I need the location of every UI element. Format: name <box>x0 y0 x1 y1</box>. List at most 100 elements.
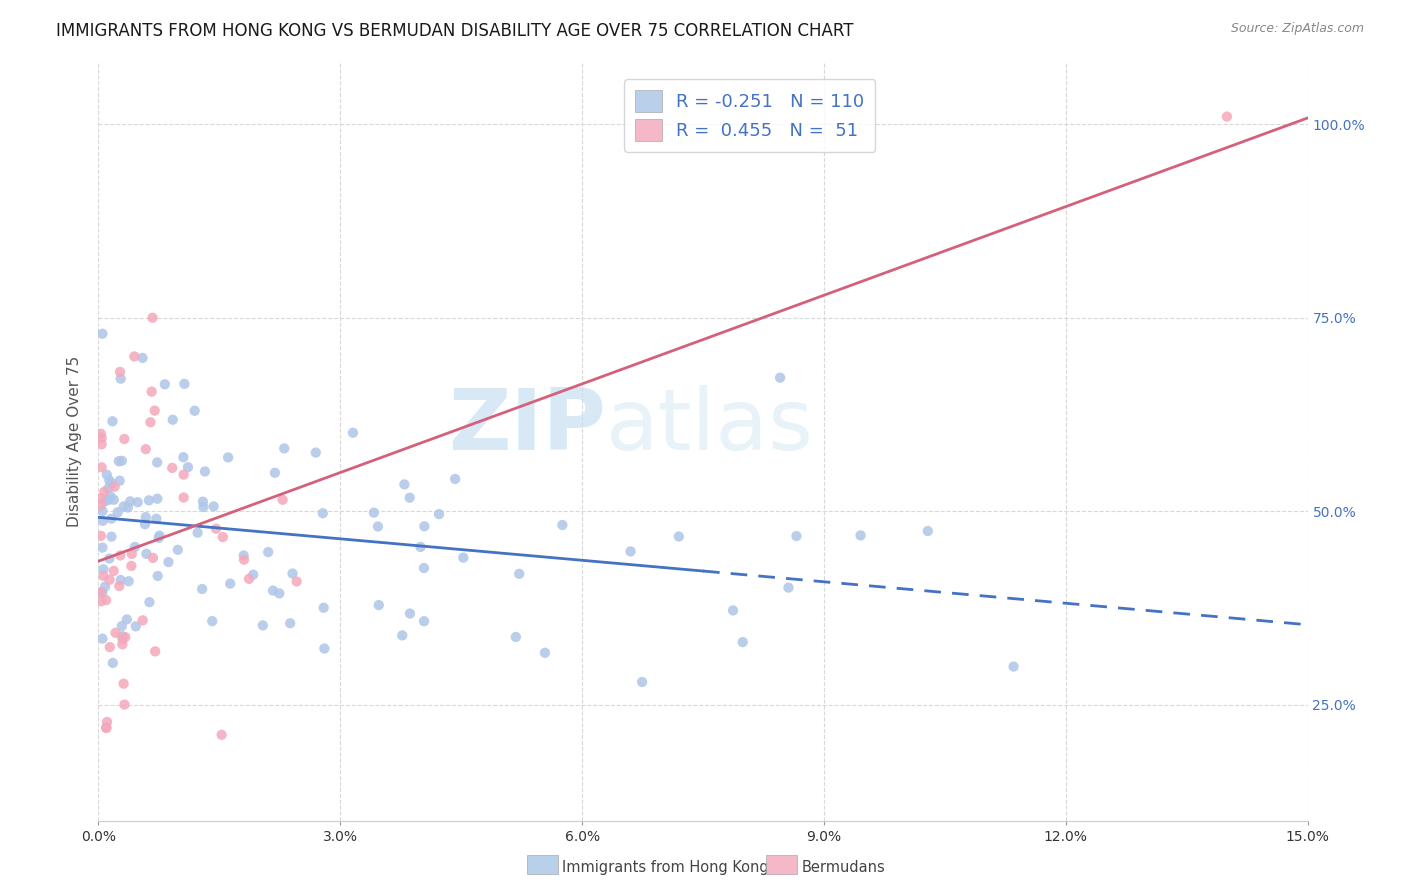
Point <box>785 529 807 543</box>
Point <box>114 698 136 712</box>
Point <box>90 585 112 599</box>
Point <box>271 492 294 507</box>
Point <box>551 518 574 533</box>
Point <box>148 528 170 542</box>
Point <box>731 635 754 649</box>
Point <box>96 467 118 482</box>
Point <box>217 450 239 465</box>
Point <box>143 403 166 417</box>
Point <box>108 579 131 593</box>
Point <box>1216 110 1239 124</box>
Point <box>187 525 209 540</box>
Point <box>146 455 169 469</box>
Point <box>100 476 122 491</box>
Point <box>112 676 135 690</box>
Point <box>93 494 115 508</box>
Point <box>93 562 115 576</box>
Text: Bermudans: Bermudans <box>801 861 886 875</box>
Point <box>194 465 217 479</box>
Point <box>367 598 389 612</box>
Point <box>100 490 122 504</box>
Point <box>191 494 214 508</box>
Point <box>264 466 287 480</box>
Point <box>314 641 336 656</box>
Point <box>103 564 125 578</box>
Point <box>211 530 233 544</box>
Text: atlas: atlas <box>606 384 814 468</box>
Point <box>142 550 165 565</box>
Point <box>242 567 264 582</box>
Point <box>103 492 125 507</box>
Point <box>138 493 160 508</box>
Point <box>93 484 115 499</box>
Point <box>769 370 792 384</box>
Point <box>131 613 153 627</box>
Point <box>134 517 156 532</box>
Point <box>91 541 114 555</box>
Point <box>98 474 121 488</box>
Point <box>96 714 118 729</box>
Point <box>90 491 112 505</box>
Text: IMMIGRANTS FROM HONG KONG VS BERMUDAN DISABILITY AGE OVER 75 CORRELATION CHART: IMMIGRANTS FROM HONG KONG VS BERMUDAN DI… <box>56 22 853 40</box>
Point <box>91 585 114 599</box>
Text: Source: ZipAtlas.com: Source: ZipAtlas.com <box>1230 22 1364 36</box>
Point <box>534 646 557 660</box>
Point <box>117 500 139 515</box>
Point <box>135 442 157 457</box>
Point <box>124 350 146 364</box>
Point <box>101 656 124 670</box>
Point <box>631 675 654 690</box>
Point <box>111 629 134 643</box>
Point <box>93 569 115 583</box>
Point <box>238 572 260 586</box>
Point <box>94 721 117 735</box>
Point <box>143 644 166 658</box>
Point <box>219 576 242 591</box>
Point <box>273 442 295 456</box>
Point <box>721 603 744 617</box>
Point <box>101 414 124 428</box>
Point <box>262 583 284 598</box>
Point <box>166 542 188 557</box>
Point <box>115 612 138 626</box>
Point <box>391 628 413 642</box>
Point <box>90 498 112 512</box>
Point <box>211 728 233 742</box>
Point <box>619 544 641 558</box>
Point <box>202 500 225 514</box>
Point <box>139 415 162 429</box>
Point <box>778 581 800 595</box>
Point <box>107 505 129 519</box>
Point <box>172 450 194 465</box>
Point <box>98 551 121 566</box>
Point <box>131 351 153 365</box>
Point <box>205 522 228 536</box>
Point <box>173 376 195 391</box>
Point <box>108 474 131 488</box>
Point <box>453 550 475 565</box>
Point <box>269 586 291 600</box>
Point <box>111 632 134 646</box>
Point <box>444 472 467 486</box>
Point <box>111 454 134 468</box>
Point <box>233 552 256 566</box>
Point <box>162 413 184 427</box>
Point <box>98 640 121 654</box>
Point <box>398 491 420 505</box>
Point <box>127 495 149 509</box>
Point <box>98 573 121 587</box>
Point <box>505 630 527 644</box>
Point <box>118 574 141 589</box>
Point <box>413 614 436 628</box>
Point <box>281 566 304 581</box>
Point <box>146 491 169 506</box>
Point <box>110 573 132 587</box>
Point <box>367 519 389 533</box>
Point <box>257 545 280 559</box>
Point <box>90 437 112 451</box>
Point <box>427 507 450 521</box>
Point <box>153 377 176 392</box>
Point <box>125 619 148 633</box>
Point <box>173 467 195 482</box>
Point <box>120 558 142 573</box>
